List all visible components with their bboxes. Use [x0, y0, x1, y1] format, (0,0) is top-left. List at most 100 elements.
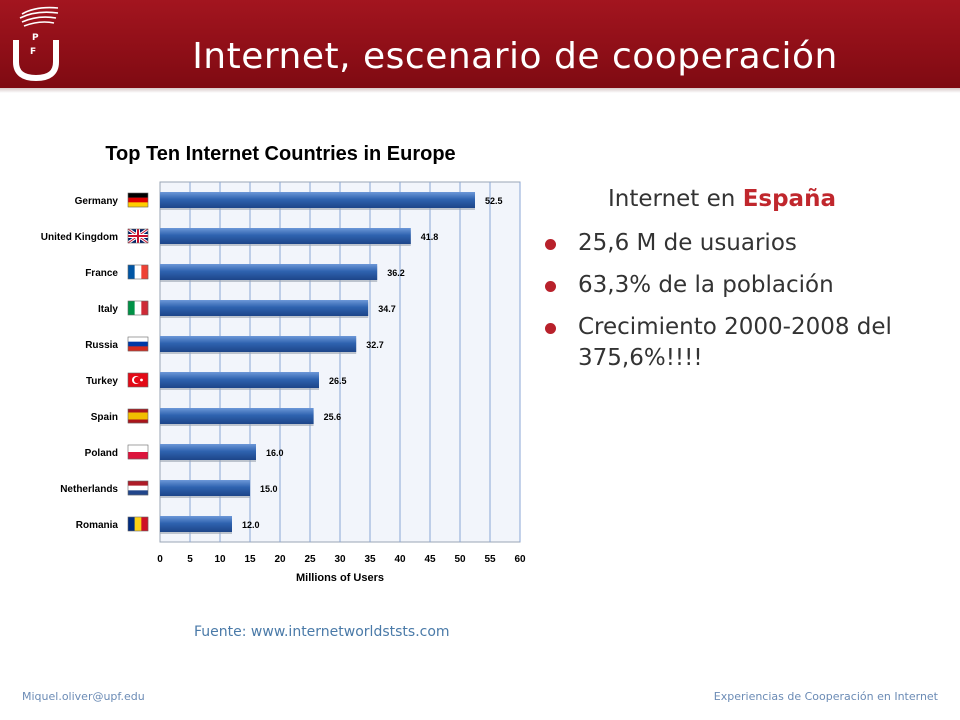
flag-border [127, 192, 149, 208]
flag-stripe [128, 265, 135, 279]
data-label: 15.0 [260, 484, 278, 494]
data-label: 52.5 [485, 196, 503, 206]
flag-stripe [128, 490, 148, 496]
uk-flag-icon [127, 227, 149, 245]
bar [160, 336, 357, 352]
data-label: 34.7 [378, 304, 396, 314]
data-label: 36.2 [387, 268, 405, 278]
flag-cross-red [128, 229, 148, 243]
bar [160, 228, 411, 244]
flag-stripe [128, 341, 148, 347]
y-tick-label: Romania [76, 520, 119, 531]
poland-flag-icon [127, 444, 149, 460]
x-axis-label: Millions of Users [296, 572, 384, 584]
flag-border [127, 336, 149, 352]
y-tick-label: Italy [98, 304, 118, 315]
data-label: 32.7 [366, 340, 384, 350]
bar-chart: Top Ten Internet Countries in Europe 0 5 1… [28, 132, 538, 592]
x-tick-label: 50 [454, 554, 466, 565]
chart-plot: 0 5 10 15 20 25 30 35 40 45 50 55 60 Millions of User… [41, 181, 526, 584]
y-tick-label: Spain [91, 412, 118, 423]
flag-stripe [134, 301, 142, 315]
flag-stripe [128, 416, 148, 420]
flag-stripe [128, 346, 148, 352]
x-tick-label: 20 [274, 554, 286, 565]
bullet-text: 25,6 M de usuarios [578, 230, 797, 256]
france-flag-icon [127, 264, 149, 280]
flag-stripe [141, 265, 149, 279]
x-tick-label: 25 [304, 554, 316, 565]
bullet-dot-icon [545, 281, 556, 292]
panel-heading: Internet en España [608, 186, 836, 212]
flag-border [127, 300, 149, 316]
flag-stripe [128, 485, 148, 491]
upf-logo-icon: P F [13, 6, 59, 82]
y-tick-label: Turkey [86, 376, 118, 387]
data-label: 12.0 [242, 520, 260, 530]
flag-border [127, 228, 149, 244]
bar [160, 372, 319, 388]
flag-stripe [134, 265, 142, 279]
x-tick-label: 45 [424, 554, 436, 565]
bullet-dot-icon [545, 239, 556, 250]
flag-stripe [128, 337, 148, 342]
germany-flag-icon [127, 192, 149, 208]
spain-flag-icon [127, 408, 149, 424]
bullet-text: Crecimiento 2000-2008 del 375,6%!!!! [578, 314, 892, 371]
svg-text:P: P [32, 33, 39, 43]
flag-stripe [141, 301, 149, 315]
y-tick-label: Poland [85, 448, 118, 459]
heading-accent: España [742, 186, 836, 212]
italy-flag-icon [127, 300, 149, 316]
flag-border [127, 372, 149, 388]
svg-text:F: F [30, 47, 36, 57]
bar [160, 192, 475, 208]
data-label: 16.0 [266, 448, 284, 458]
x-tick-label: 0 [157, 554, 163, 565]
bar [160, 300, 369, 316]
y-tick-label: Germany [75, 196, 119, 207]
bullet-dot-icon [545, 323, 556, 334]
chart-title: Top Ten Internet Countries in Europe [105, 143, 456, 165]
flag-stripe [128, 452, 148, 460]
flag-stripe [128, 412, 148, 417]
flag-stripe [128, 193, 148, 198]
x-tick-label: 60 [514, 554, 526, 565]
bar [160, 444, 256, 460]
data-label: 41.8 [421, 232, 439, 242]
flag-stripe [128, 301, 135, 315]
flag-stripe [128, 481, 148, 486]
flag-stripe [128, 517, 135, 531]
y-tick-label: United Kingdom [41, 232, 118, 243]
flag-border [127, 516, 149, 532]
footer-course-title: Experiencias de Cooperación en Internet [713, 690, 938, 703]
flag-crescent-cut [134, 376, 141, 384]
y-tick-label: Russia [85, 340, 118, 351]
x-tick-label: 10 [214, 554, 226, 565]
x-tick-label: 15 [244, 554, 256, 565]
flag-stripe [128, 409, 148, 413]
x-tick-label: 40 [394, 554, 406, 565]
flag-border [127, 444, 149, 460]
header-shadow [0, 88, 960, 93]
turkey-flag-icon [127, 372, 149, 388]
bar [160, 408, 314, 424]
flag-stripe [128, 197, 148, 203]
heading-prefix: Internet en [608, 186, 743, 212]
x-tick-label: 55 [484, 554, 496, 565]
flag-border [127, 480, 149, 496]
data-label: 25.6 [324, 412, 342, 422]
slide-header [0, 0, 960, 88]
bar [160, 480, 250, 496]
russia-flag-icon [127, 336, 149, 352]
source-caption: Fuente: www.internetworldststs.com [194, 624, 450, 640]
y-tick-label: Netherlands [60, 484, 118, 495]
x-tick-label: 30 [334, 554, 346, 565]
flag-stripe [128, 202, 148, 208]
x-tick-label: 35 [364, 554, 376, 565]
flag-border [127, 264, 149, 280]
flag-stripe [128, 445, 148, 453]
flag-star [140, 378, 143, 382]
flag-border [127, 408, 149, 424]
romania-flag-icon [127, 516, 149, 532]
